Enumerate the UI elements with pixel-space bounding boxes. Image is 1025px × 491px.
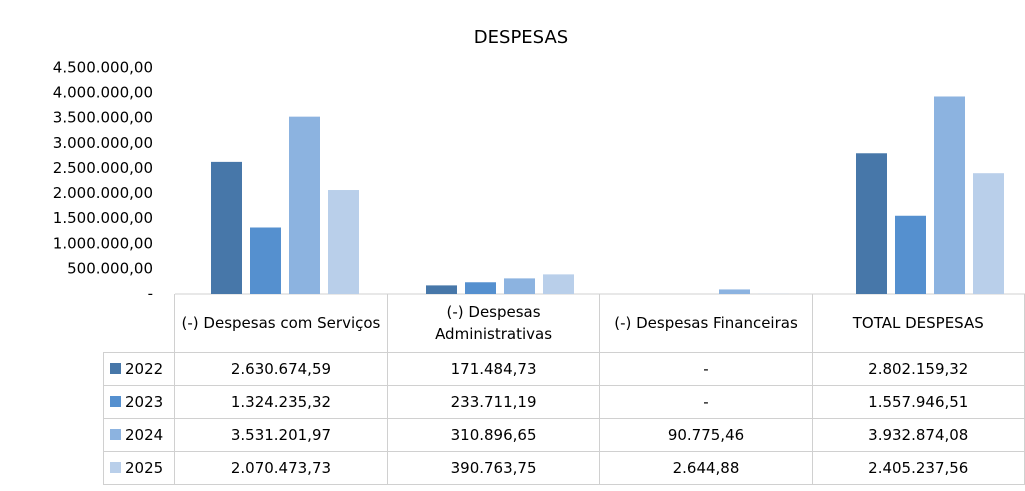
bar bbox=[973, 173, 1004, 294]
legend-entry: 2025 bbox=[102, 451, 176, 485]
value-label: 2.802.159,32 bbox=[811, 352, 1025, 386]
chart-title: DESPESAS bbox=[474, 27, 568, 48]
legend-key bbox=[110, 462, 121, 473]
value-label: 3.932.874,08 bbox=[811, 418, 1025, 452]
y-tick-label: 3.000.000,00 bbox=[53, 134, 153, 152]
y-tick-label: 2.000.000,00 bbox=[53, 184, 153, 202]
category-label: (-) Despesas Financeiras bbox=[599, 294, 813, 353]
data-row: 2023 1.324.235,32 233.711,19-1.557.946,51 bbox=[102, 385, 1025, 419]
bar bbox=[504, 278, 535, 294]
legend-entry: 2024 bbox=[102, 418, 176, 452]
value-label: 1.557.946,51 bbox=[811, 385, 1025, 419]
bar bbox=[934, 96, 965, 294]
value-label: 2.405.237,56 bbox=[811, 451, 1025, 485]
legend-label: 2024 bbox=[125, 426, 164, 444]
legend-label: 2023 bbox=[125, 393, 164, 411]
category-label: (-) Despesas Administrativas bbox=[386, 294, 601, 353]
y-tick-label: 500.000,00 bbox=[67, 259, 153, 277]
value-label: 90.775,46 bbox=[599, 418, 813, 452]
y-tick-label: 1.500.000,00 bbox=[53, 209, 153, 227]
bar bbox=[719, 289, 750, 294]
data-row: 2025 2.070.473,73 390.763,75 2.644,88 2.405.… bbox=[102, 451, 1025, 485]
bar bbox=[289, 116, 320, 295]
bar bbox=[426, 285, 457, 294]
category-label: TOTAL DESPESAS bbox=[811, 294, 1025, 353]
bar bbox=[328, 190, 359, 294]
y-tick-label: 4.500.000,00 bbox=[53, 59, 153, 77]
bar bbox=[543, 274, 574, 294]
value-label: 3.531.201,97 bbox=[174, 418, 388, 452]
y-tick-label: 1.000.000,00 bbox=[53, 234, 153, 252]
legend-entry: 2023 bbox=[102, 385, 176, 419]
legend-label: 2025 bbox=[125, 459, 164, 477]
value-label: 2.630.674,59 bbox=[174, 352, 388, 386]
y-tick-label: - bbox=[148, 285, 153, 303]
category-label: (-) Despesas com Serviços bbox=[174, 294, 388, 353]
y-tick-label: 3.500.000,00 bbox=[53, 109, 153, 127]
value-label: 390.763,75 bbox=[386, 451, 601, 485]
data-row: 2022 2.630.674,59 171.484,73-2.802.159,32 bbox=[102, 352, 1025, 386]
data-row: 2024 3.531.201,97 310.896,65 90.775,46 3.932… bbox=[102, 418, 1025, 452]
value-label: - bbox=[599, 352, 813, 386]
y-tick-label: 4.000.000,00 bbox=[53, 84, 153, 102]
value-label: 2.070.473,73 bbox=[174, 451, 388, 485]
legend-entry: 2022 bbox=[102, 352, 176, 386]
header-row: (-) Despesas com Serviços (-) Despesas Ad… bbox=[104, 294, 1025, 353]
bar bbox=[250, 227, 281, 294]
value-label: 171.484,73 bbox=[386, 352, 601, 386]
bar bbox=[895, 215, 926, 294]
legend-key bbox=[110, 396, 121, 407]
value-label: 1.324.235,32 bbox=[174, 385, 388, 419]
y-tick-label: 2.500.000,00 bbox=[53, 159, 153, 177]
value-label: - bbox=[599, 385, 813, 419]
value-label: 233.711,19 bbox=[386, 385, 601, 419]
legend-key bbox=[110, 429, 121, 440]
legend-label: 2022 bbox=[125, 360, 164, 378]
bar bbox=[856, 153, 887, 294]
bar bbox=[465, 282, 496, 294]
corner bbox=[104, 294, 175, 353]
data-table: (-) Despesas com Serviços (-) Despesas Ad… bbox=[102, 294, 1025, 485]
value-label: 310.896,65 bbox=[386, 418, 601, 452]
value-label: 2.644,88 bbox=[599, 451, 813, 485]
legend-key bbox=[110, 363, 121, 374]
bar bbox=[211, 161, 242, 294]
